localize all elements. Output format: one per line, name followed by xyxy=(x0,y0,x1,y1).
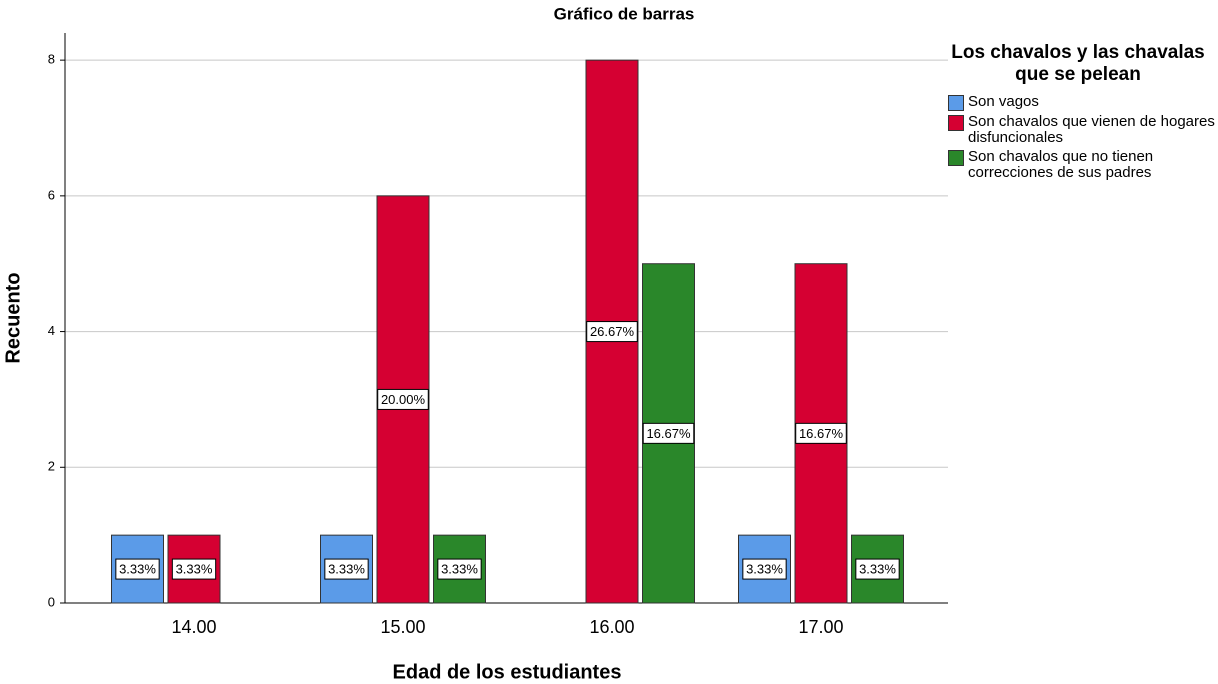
y-tick-label: 0 xyxy=(48,594,55,609)
value-label: 3.33% xyxy=(119,562,156,577)
legend-label: Son vagos xyxy=(968,93,1039,110)
legend-entry: Son vagos xyxy=(948,94,1216,111)
y-tick-label: 4 xyxy=(48,323,55,338)
value-label-box xyxy=(855,558,900,580)
legend-swatch xyxy=(948,150,964,166)
value-label: 16.67% xyxy=(799,426,844,441)
value-label: 3.33% xyxy=(328,562,365,577)
value-label-box xyxy=(171,558,217,580)
legend-title: Los chavalos y las chavalas que se pelea… xyxy=(951,42,1205,85)
chart-title: Gráfico de barras xyxy=(554,4,695,23)
value-label-box xyxy=(742,558,787,580)
value-label-box xyxy=(642,422,695,444)
value-label: 3.33% xyxy=(859,562,896,577)
legend-entry: Son chavalos que no tienen correcciones … xyxy=(948,149,1216,181)
value-label: 26.67% xyxy=(590,324,635,339)
legend: Los chavalos y las chavalas que se pelea… xyxy=(948,42,1216,184)
legend-swatch xyxy=(948,95,964,111)
value-label-box xyxy=(324,558,369,580)
y-tick-label: 8 xyxy=(48,52,55,67)
x-tick-label: 14.00 xyxy=(171,617,216,637)
value-label-box xyxy=(795,422,847,444)
x-tick-label: 17.00 xyxy=(798,617,843,637)
y-tick-label: 2 xyxy=(48,459,55,474)
legend-entry: Son chavalos que vienen de hogares disfu… xyxy=(948,114,1216,146)
value-label: 3.33% xyxy=(746,562,783,577)
x-tick-label: 15.00 xyxy=(380,617,425,637)
value-label: 16.67% xyxy=(646,426,691,441)
value-label: 3.33% xyxy=(176,562,213,577)
legend-label: Son chavalos que no tienen correcciones … xyxy=(968,148,1154,181)
y-axis-title: Recuento xyxy=(2,272,24,363)
value-label-box xyxy=(437,558,482,580)
x-tick-label: 16.00 xyxy=(589,617,634,637)
value-label: 20.00% xyxy=(381,392,426,407)
y-tick-label: 6 xyxy=(48,187,55,202)
value-label-box xyxy=(377,388,429,410)
value-label-box xyxy=(586,321,638,343)
legend-swatch xyxy=(948,115,964,131)
legend-label: Son chavalos que vienen de hogares disfu… xyxy=(968,113,1215,146)
value-label: 3.33% xyxy=(441,562,478,577)
value-label-box xyxy=(115,558,160,580)
x-axis-title: Edad de los estudiantes xyxy=(393,661,622,683)
